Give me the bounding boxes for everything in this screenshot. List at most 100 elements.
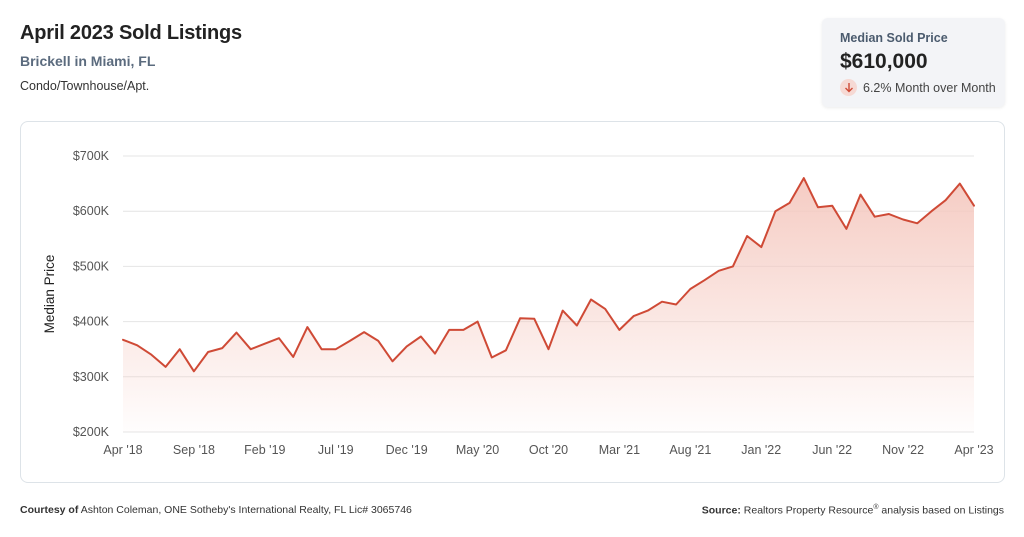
- median-sold-price-card: Median Sold Price $610,000 6.2% Month ov…: [822, 18, 1005, 107]
- data-point: [392, 360, 394, 362]
- data-point: [732, 265, 734, 267]
- location-subtitle: Brickell in Miami, FL: [20, 53, 156, 69]
- data-point: [689, 288, 691, 290]
- x-tick-label: Oct '20: [529, 443, 568, 457]
- data-point: [931, 210, 933, 212]
- data-point: [477, 321, 479, 323]
- data-point: [831, 205, 833, 207]
- data-point: [945, 199, 947, 201]
- data-point: [562, 310, 564, 312]
- data-point: [165, 366, 167, 368]
- data-point: [292, 356, 294, 358]
- data-point: [377, 340, 379, 342]
- x-tick-label: Jan '22: [741, 443, 781, 457]
- data-point: [774, 210, 776, 212]
- chart-card: $200K $300K $400K $500K $600K $700K Apr '18 Sep…: [20, 121, 1005, 483]
- data-point: [420, 336, 422, 338]
- area-fill: [123, 178, 974, 432]
- y-tick-label: $200K: [73, 425, 110, 439]
- data-point: [221, 347, 223, 349]
- data-point: [647, 310, 649, 312]
- data-point: [675, 304, 677, 306]
- data-point: [519, 317, 521, 319]
- data-point: [150, 354, 152, 356]
- data-point: [207, 351, 209, 353]
- y-tick-label: $600K: [73, 204, 110, 218]
- data-point: [505, 349, 507, 351]
- data-point: [533, 318, 535, 320]
- data-point: [704, 279, 706, 281]
- y-tick-label: $500K: [73, 259, 110, 273]
- data-point: [760, 246, 762, 248]
- x-tick-label: Apr '23: [954, 443, 993, 457]
- data-point: [718, 270, 720, 272]
- source-label: Source:: [701, 504, 741, 517]
- x-tick-label: Feb '19: [244, 443, 285, 457]
- arrow-down-icon: [840, 79, 857, 96]
- data-point: [236, 332, 238, 334]
- data-point: [548, 348, 550, 350]
- x-tick-label: May '20: [456, 443, 499, 457]
- data-point: [193, 370, 195, 372]
- stat-change: 6.2% Month over Month: [840, 79, 1005, 96]
- data-point: [618, 329, 620, 331]
- data-point: [179, 348, 181, 350]
- x-tick-label: Jun '22: [812, 443, 852, 457]
- data-point: [789, 202, 791, 204]
- data-point: [448, 329, 450, 331]
- y-tick-label: $400K: [73, 315, 110, 329]
- data-point: [491, 357, 493, 359]
- data-point: [264, 343, 266, 345]
- data-point: [462, 329, 464, 331]
- data-point: [321, 348, 323, 350]
- x-tick-label: Aug '21: [669, 443, 711, 457]
- x-tick-label: Dec '19: [386, 443, 428, 457]
- courtesy-footer: Courtesy of Ashton Coleman, ONE Sotheby'…: [20, 504, 412, 516]
- source-footer: Source: Realtors Property Resource® anal…: [702, 504, 1004, 517]
- data-point: [845, 228, 847, 230]
- y-axis-label: Median Price: [42, 255, 57, 334]
- x-tick-label: Apr '18: [103, 443, 142, 457]
- data-point: [335, 348, 337, 350]
- x-tick-label: Nov '22: [882, 443, 924, 457]
- data-point: [860, 194, 862, 196]
- x-tick-label: Mar '21: [599, 443, 640, 457]
- data-point: [746, 235, 748, 237]
- courtesy-text: Ashton Coleman, ONE Sotheby's Internatio…: [80, 504, 412, 516]
- data-point: [633, 315, 635, 317]
- data-point: [902, 219, 904, 221]
- registered-mark: ®: [873, 504, 879, 511]
- stat-label: Median Sold Price: [840, 31, 948, 45]
- data-point: [916, 222, 918, 224]
- data-point: [363, 331, 365, 333]
- median-price-chart: $200K $300K $400K $500K $600K $700K Apr '18 Sep…: [42, 149, 994, 457]
- page-title: April 2023 Sold Listings: [20, 22, 242, 44]
- data-point: [590, 299, 592, 301]
- x-tick-label: Sep '18: [173, 443, 215, 457]
- data-point: [250, 348, 252, 350]
- y-tick-label: $700K: [73, 149, 110, 163]
- data-point: [817, 206, 819, 208]
- data-point: [959, 183, 961, 185]
- x-tick-label: Jul '19: [318, 443, 354, 457]
- data-point: [306, 326, 308, 328]
- data-point: [888, 213, 890, 215]
- report-header: April 2023 Sold Listings Brickell in Mia…: [20, 22, 242, 93]
- data-point: [604, 308, 606, 310]
- data-point: [349, 340, 351, 342]
- data-point: [406, 345, 408, 347]
- data-point: [278, 337, 280, 339]
- data-point: [973, 205, 975, 207]
- data-point: [803, 177, 805, 179]
- source-text: Realtors Property Resource: [743, 504, 874, 517]
- data-point: [136, 344, 138, 346]
- property-category: Condo/Townhouse/Apt.: [20, 79, 150, 93]
- stat-value: $610,000: [840, 50, 928, 73]
- y-tick-label: $300K: [73, 370, 110, 384]
- data-point: [122, 339, 124, 341]
- series-line: [122, 177, 975, 373]
- data-point: [434, 353, 436, 355]
- courtesy-label: Courtesy of: [20, 504, 79, 516]
- data-point: [576, 325, 578, 327]
- data-point: [874, 216, 876, 218]
